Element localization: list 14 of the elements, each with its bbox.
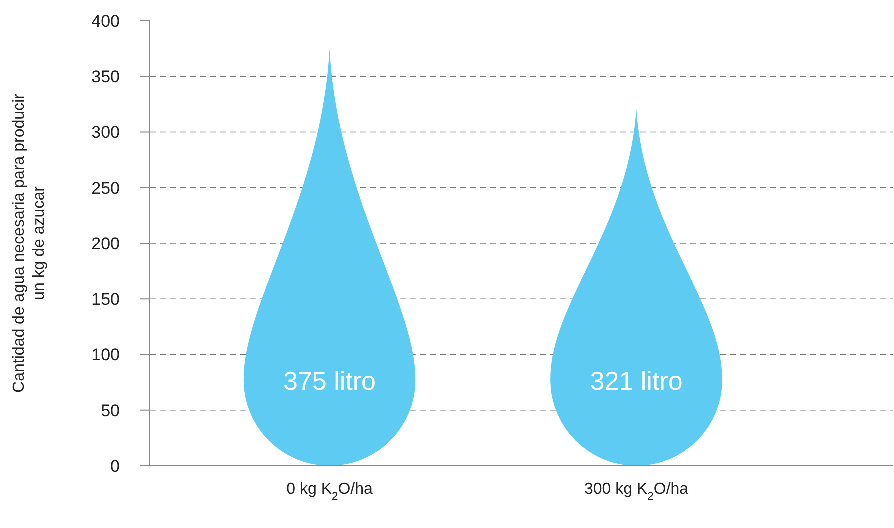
y-tick-label: 400 <box>92 12 120 31</box>
x-tick-label: 300 kg K$_{2}$O/ha <box>584 481 689 503</box>
y-tick-label: 150 <box>92 290 120 310</box>
data-label: 375 litro <box>284 366 376 396</box>
x-tick-label: 0 kg K$_{2}$O/ha <box>286 481 374 503</box>
y-tick-label: 200 <box>92 234 120 254</box>
data-label: 321 litro <box>590 366 683 396</box>
y-tick-label: 350 <box>92 68 120 87</box>
y-tick-label: 250 <box>92 178 120 198</box>
y-tick-label: 0 <box>110 456 120 476</box>
y-axis-title: Cantidad de agua necesaria para producir un kg de azucar <box>11 93 48 393</box>
y-tick-label: 300 <box>92 123 120 142</box>
y-tick-label: 50 <box>101 401 120 420</box>
y-tick-label: 100 <box>92 346 120 365</box>
